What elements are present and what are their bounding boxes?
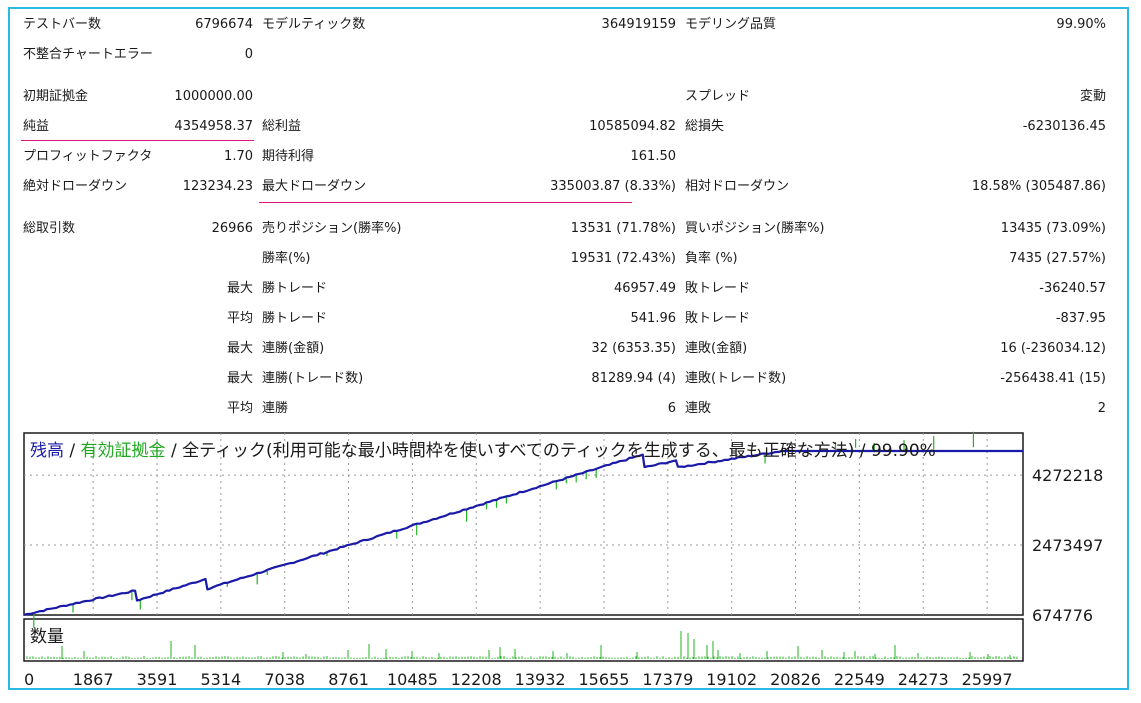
stat-value: 平均 <box>226 401 253 416</box>
x-tick-label: 0 <box>24 670 34 689</box>
stat-value: 99.90% <box>1056 17 1106 32</box>
stat-value: -256438.41 (15) <box>1000 371 1106 386</box>
x-tick-label: 5314 <box>201 670 242 689</box>
stat-label: 純益 <box>23 119 50 134</box>
x-tick-label: 7038 <box>264 670 305 689</box>
y-tick-label: 674776 <box>1032 606 1093 625</box>
stat-value: 123234.23 <box>182 179 253 194</box>
stat-value: 4354958.37 <box>174 119 253 134</box>
stat-label: 連敗(トレード数) <box>685 371 787 386</box>
stat-label: 連勝(金額) <box>262 341 325 356</box>
stat-label: 売りポジション(勝率%) <box>262 221 402 236</box>
stat-value: 32 (6353.35) <box>591 341 676 356</box>
stat-value: 26966 <box>211 221 253 236</box>
stat-value: 10585094.82 <box>589 119 676 134</box>
x-tick-label: 17379 <box>642 670 693 689</box>
stat-label: 初期証拠金 <box>23 89 89 104</box>
stat-value: 1000000.00 <box>174 89 253 104</box>
stat-value: 335003.87 (8.33%) <box>550 179 676 194</box>
x-tick-label: 19102 <box>706 670 757 689</box>
stat-value: 最大 <box>226 341 253 356</box>
stat-label: スプレッド <box>685 89 751 104</box>
stat-label: 相対ドローダウン <box>685 179 790 194</box>
net-profit-highlight <box>21 140 254 141</box>
stat-label: 勝率(%) <box>262 251 311 266</box>
price-plot-area <box>23 432 1024 616</box>
x-tick-label: 22549 <box>834 670 885 689</box>
chart-caption-part: / <box>64 441 81 461</box>
stat-value: -837.95 <box>1055 311 1106 326</box>
stat-value: 541.96 <box>630 311 677 326</box>
stat-value: 0 <box>244 47 253 62</box>
x-tick-label: 12208 <box>451 670 502 689</box>
stat-label: 総損失 <box>685 119 725 134</box>
stat-label: 最大ドローダウン <box>262 179 367 194</box>
chart-caption-part: 残高 <box>30 441 64 461</box>
stat-label: モデルティック数 <box>262 17 366 32</box>
stat-label: プロフィットファクタ <box>23 149 153 164</box>
stat-label: 敗トレード <box>685 311 751 326</box>
stat-value: 平均 <box>226 311 253 326</box>
y-tick-label: 2473497 <box>1032 536 1103 555</box>
stat-label: 買いポジション(勝率%) <box>685 221 825 236</box>
stat-value: 81289.94 (4) <box>591 371 676 386</box>
stat-value: 6 <box>667 401 676 416</box>
stat-label: テストバー数 <box>23 17 102 32</box>
stat-label: モデリング品質 <box>685 17 777 32</box>
stat-value: 161.50 <box>630 149 677 164</box>
stat-label: 不整合チャートエラー <box>23 47 153 62</box>
stat-label: 敗トレード <box>685 281 751 296</box>
stat-value: 7435 (27.57%) <box>1009 251 1106 266</box>
stat-value: 13435 (73.09%) <box>1000 221 1106 236</box>
stat-label: 総取引数 <box>23 221 76 236</box>
stat-label: 連勝 <box>262 401 289 416</box>
stat-value: 364919159 <box>601 17 676 32</box>
stat-value: 13531 (71.78%) <box>570 221 676 236</box>
stat-label: 連敗 <box>685 401 712 416</box>
stat-label: 絶対ドローダウン <box>23 179 128 194</box>
stat-label: 連敗(金額) <box>685 341 748 356</box>
stat-label: 負率 (%) <box>685 251 738 266</box>
stat-value: 1.70 <box>224 149 253 164</box>
x-tick-label: 1867 <box>73 670 114 689</box>
stat-value: 46957.49 <box>613 281 676 296</box>
stat-label: 勝トレード <box>262 311 328 326</box>
x-tick-label: 10485 <box>387 670 438 689</box>
x-tick-label: 15655 <box>579 670 630 689</box>
volume-plot-area <box>23 618 1024 662</box>
stat-label: 勝トレード <box>262 281 328 296</box>
stat-label: 連勝(トレード数) <box>262 371 364 386</box>
max-drawdown-highlight <box>259 202 632 203</box>
x-tick-label: 8761 <box>328 670 369 689</box>
stat-value: -6230136.45 <box>1022 119 1106 134</box>
stat-value: -36240.57 <box>1039 281 1106 296</box>
chart-caption-part: 有効証拠金 <box>81 441 166 461</box>
x-tick-label: 24273 <box>898 670 949 689</box>
stat-value: 変動 <box>1079 89 1106 104</box>
x-tick-label: 13932 <box>515 670 566 689</box>
stat-value: 2 <box>1097 401 1106 416</box>
y-tick-label: 4272218 <box>1032 466 1103 485</box>
stat-value: 最大 <box>226 371 253 386</box>
chart-caption-part: / 全ティック(利用可能な最小時間枠を使いすべてのティックを生成する、最も正確な… <box>166 440 936 461</box>
stat-value: 最大 <box>226 281 253 296</box>
stat-label: 期待利得 <box>262 149 315 164</box>
stat-label: 総利益 <box>262 119 302 134</box>
equity-line <box>33 431 974 628</box>
x-tick-label: 20826 <box>770 670 821 689</box>
stat-value: 16 (-236034.12) <box>1000 341 1106 356</box>
volume-bars <box>26 631 1018 659</box>
volume-label: 数量 <box>30 627 64 647</box>
balance-line <box>23 449 1023 616</box>
x-tick-label: 25997 <box>962 670 1013 689</box>
chart-caption: 残高 / 有効証拠金 / 全ティック(利用可能な最小時間枠を使いすべてのティック… <box>30 440 936 461</box>
x-tick-label: 3591 <box>137 670 178 689</box>
stat-value: 6796674 <box>195 17 253 32</box>
stat-value: 18.58% (305487.86) <box>971 179 1106 194</box>
stat-value: 19531 (72.43%) <box>570 251 676 266</box>
